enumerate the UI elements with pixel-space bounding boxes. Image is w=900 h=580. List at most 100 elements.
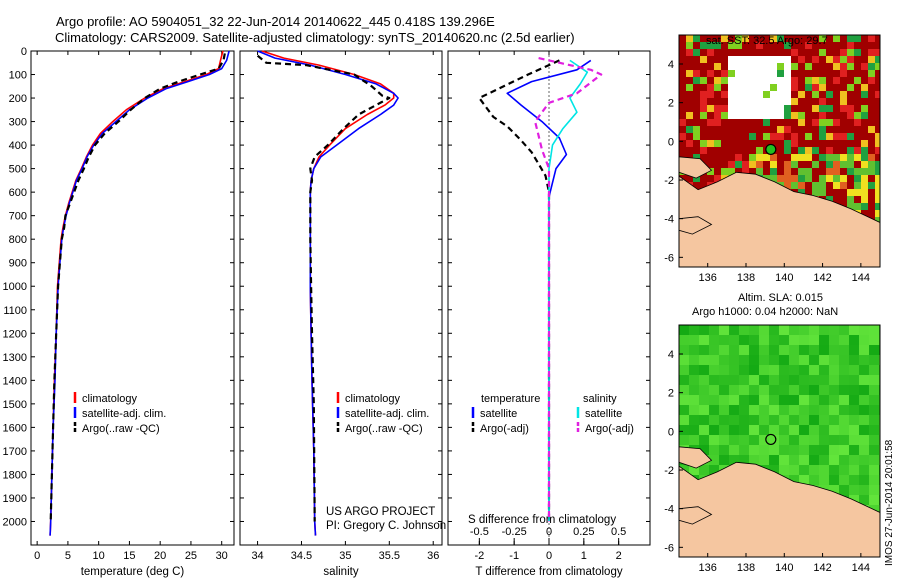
sst_map-cell (749, 147, 756, 154)
sla_map-cell (849, 345, 859, 355)
sst_map-cell (756, 56, 763, 63)
project-credit: US ARGO PROJECT PI: Gregory C. Johnson (326, 505, 446, 533)
sst_map-cell (777, 175, 784, 182)
sst_map-cell (791, 70, 798, 77)
sst_map-cell (854, 91, 861, 98)
sst_map-cell (686, 56, 693, 63)
sla_map-cell (839, 345, 849, 355)
sst_map-cell (707, 35, 714, 42)
sst_map-cell (742, 35, 749, 42)
sla_map-cell (779, 455, 789, 465)
sst_map-cell (805, 35, 812, 42)
sst_map-cell (847, 112, 854, 119)
sst_map-cell (861, 91, 868, 98)
sst_map-cell (826, 70, 833, 77)
depth-tick-label: 1800 (3, 469, 27, 481)
temperature-xtick-label: 25 (185, 550, 197, 562)
sst_map-cell (791, 98, 798, 105)
depth-tick-label: 500 (9, 164, 27, 176)
sst_map-cell (805, 154, 812, 161)
salinity-diff-axis-label: S difference from climatology (468, 514, 616, 526)
panel-temperature: 0100200300400500600700800900100011001200… (3, 46, 235, 578)
sst_map-cell (700, 182, 707, 189)
sst_map-cell (868, 98, 875, 105)
sla_map-cell (859, 335, 869, 345)
sst_map-cell (742, 91, 749, 98)
sla_map-cell (859, 465, 869, 475)
sst_map-cell (847, 35, 854, 42)
sla_map-cell (849, 365, 859, 375)
sst_map-land (679, 171, 880, 267)
sst_map-cell (868, 42, 875, 49)
sst_map-cell (756, 49, 763, 56)
sst_map-cell (854, 147, 861, 154)
sst_map-cell (847, 63, 854, 70)
sst_map-cell (854, 182, 861, 189)
sst_map-cell (700, 105, 707, 112)
sst_map-cell (728, 35, 735, 42)
sst_map-cell (847, 168, 854, 175)
sst_map-cell (854, 161, 861, 168)
depth-tick-label: 1700 (3, 446, 27, 458)
sla_map-cell (859, 405, 869, 415)
sla_map-cell (849, 355, 859, 365)
sst_map-cell (714, 84, 721, 91)
sst_map-cell (840, 175, 847, 182)
sst_map-cell (875, 77, 880, 84)
sst_map-cell (812, 189, 819, 196)
sst_map-cell (770, 112, 777, 119)
sst_map-cell (854, 203, 861, 210)
sla_map-cell (829, 415, 839, 425)
sst_map-cell (833, 168, 840, 175)
sla_map-cell (769, 415, 779, 425)
sla_map-cell (789, 415, 799, 425)
sst_map-cell (700, 77, 707, 84)
sla_map-cell (759, 415, 769, 425)
salinity-diff-tick-label: 0.5 (611, 526, 626, 538)
sla_map-cell (829, 325, 839, 335)
sla_map-cell (679, 345, 689, 355)
sla_map-cell (779, 425, 789, 435)
sst_map-cell (707, 140, 714, 147)
sla_map-cell (799, 455, 809, 465)
sst_map-cell (833, 63, 840, 70)
sla_map-cell (719, 345, 729, 355)
sst_map-cell (756, 154, 763, 161)
sst_map-cell (791, 119, 798, 126)
salinity-axes-frame (239, 50, 443, 546)
sla_map-cell (729, 395, 739, 405)
sst_map-cell (707, 105, 714, 112)
sla_map-cell (819, 415, 829, 425)
difference-xtick-label: -1 (509, 550, 519, 562)
sst_map-cell (714, 56, 721, 63)
sst_map-ytick-label: -6 (664, 252, 674, 264)
sla_map-cell (739, 455, 749, 465)
sst_map-cell (763, 161, 770, 168)
sst_map-cell (784, 35, 791, 42)
depth-tick-label: 1400 (3, 375, 27, 387)
sst_map-cell (868, 63, 875, 70)
sla_map-cell (829, 345, 839, 355)
sla_map-cell (819, 475, 829, 485)
sst_map-cell (749, 35, 756, 42)
sst_map-cell (679, 91, 686, 98)
sst_map-xtick-label: 138 (737, 272, 755, 284)
sst_map-cell (707, 56, 714, 63)
legend-title-temperature: temperature (481, 393, 540, 405)
sst_map-cell (791, 182, 798, 189)
sst_map-cell (868, 210, 875, 217)
sla_map-cell (729, 415, 739, 425)
sst_map-cell (833, 77, 840, 84)
sst_map-cell (707, 84, 714, 91)
sla_map-cell (799, 435, 809, 445)
sla_map-cell (689, 435, 699, 445)
sla_map-ytick-label: -4 (664, 504, 674, 516)
sst_map-cell (763, 49, 770, 56)
sst_map-cell (777, 35, 784, 42)
sla_map-cell (779, 405, 789, 415)
sst_map-cell (875, 196, 880, 203)
sst_map-cell (840, 154, 847, 161)
sst_map-cell (819, 175, 826, 182)
sst_map-cell (749, 112, 756, 119)
sst_map-cell (777, 77, 784, 84)
